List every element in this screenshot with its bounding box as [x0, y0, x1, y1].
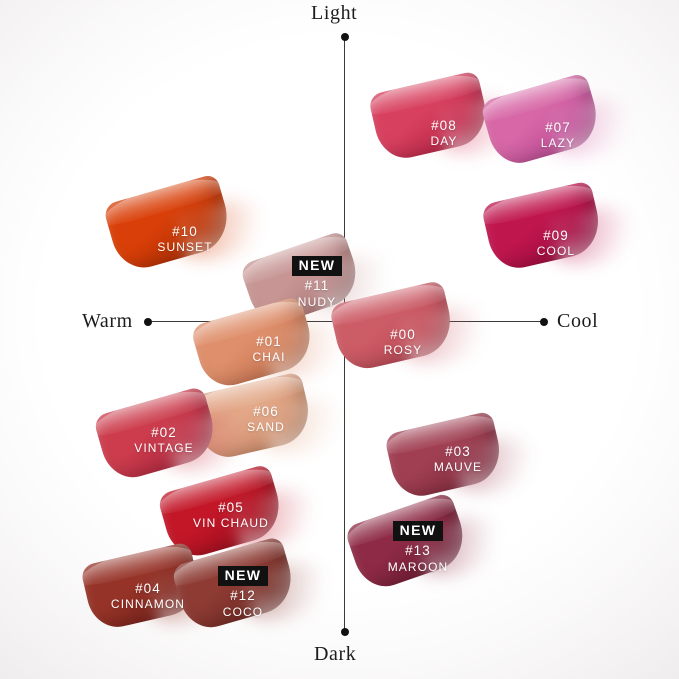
axis-label-cool: Cool	[557, 310, 599, 332]
shade-swatch[interactable]	[92, 385, 257, 485]
axis-endpoint-dot-right	[540, 317, 548, 326]
swatch-body	[480, 180, 606, 274]
shade-swatch[interactable]	[383, 410, 541, 502]
axis-endpoint-dot-top	[340, 33, 349, 41]
shade-swatch[interactable]	[480, 180, 641, 274]
shade-swatch[interactable]	[343, 491, 508, 595]
swatch-body	[343, 491, 473, 595]
axis-label-light: Light	[311, 2, 358, 24]
swatch-body	[92, 385, 222, 485]
axis-label-warm: Warm	[82, 310, 133, 332]
shade-swatch[interactable]	[479, 72, 639, 170]
swatch-body	[479, 72, 605, 170]
axis-endpoint-dot-bottom	[340, 628, 349, 636]
swatch-body	[367, 70, 493, 164]
axis-label-dark: Dark	[314, 643, 357, 665]
shade-swatch[interactable]	[102, 173, 273, 275]
swatch-body	[383, 410, 507, 502]
shade-swatch[interactable]	[367, 70, 528, 164]
axis-endpoint-dot-left	[144, 317, 152, 326]
swatch-body	[102, 173, 236, 275]
